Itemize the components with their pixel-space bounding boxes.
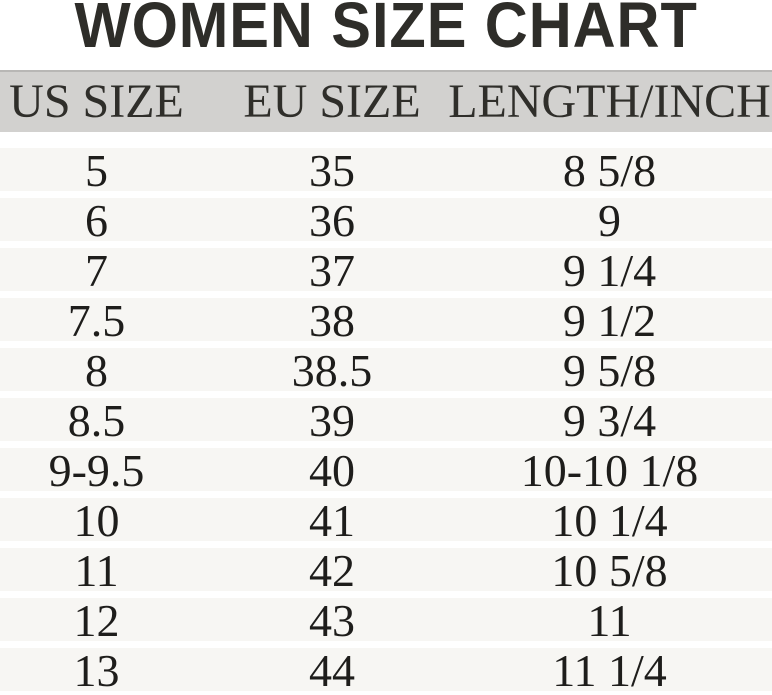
- eu-size-cell: 36: [309, 195, 355, 246]
- table-row: 13 44 11 1/4: [0, 645, 772, 695]
- column-header-length-inch: LENGTH/INCH: [448, 75, 771, 128]
- table-row: 6 36 9: [0, 195, 772, 246]
- table-row: 7 37 9 1/4: [0, 245, 772, 296]
- page-title-text: WOMEN SIZE CHART: [74, 0, 698, 61]
- table-body: 5 35 8 5/8 6 36 9 7 37 9 1/4 7.5 38 9 1/2 8 38.5 9 5/8…: [0, 145, 772, 695]
- column-header-eu-size: EU SIZE: [243, 75, 421, 128]
- table-row: 11 42 10 5/8: [0, 545, 772, 596]
- us-size-cell: 7: [85, 245, 108, 296]
- table-row: 8.5 39 9 3/4: [0, 395, 772, 446]
- table-row: 9-9.5 40 10-10 1/8: [0, 445, 772, 496]
- table-row: 5 35 8 5/8: [0, 145, 772, 196]
- us-size-cell: 12: [73, 595, 120, 646]
- length-inch-cell: 10-10 1/8: [520, 445, 699, 496]
- us-size-cell: 13: [73, 645, 120, 695]
- length-inch-cell: 10 1/4: [551, 495, 668, 546]
- page-title: WOMEN SIZE CHART: [0, 0, 772, 70]
- eu-size-cell: 43: [309, 595, 355, 646]
- length-inch-cell: 9 5/8: [562, 345, 657, 396]
- length-inch-cell: 8 5/8: [562, 145, 657, 196]
- eu-size-cell: 44: [309, 645, 355, 695]
- eu-size-cell: 35: [309, 145, 355, 196]
- us-size-cell: 8.5: [67, 395, 126, 446]
- table-header-row: US SIZE EU SIZE LENGTH/INCH: [0, 70, 772, 132]
- length-inch-cell: 9 1/4: [562, 245, 657, 296]
- column-header-us-size: US SIZE: [9, 75, 184, 128]
- eu-size-cell: 38.5: [291, 345, 373, 396]
- eu-size-cell: 42: [309, 545, 355, 596]
- length-inch-cell: 11 1/4: [552, 645, 667, 695]
- length-inch-cell: 9 3/4: [562, 395, 657, 446]
- us-size-cell: 9-9.5: [48, 445, 145, 496]
- us-size-cell: 7.5: [67, 295, 126, 346]
- eu-size-cell: 38: [309, 295, 355, 346]
- table-row: 10 41 10 1/4: [0, 495, 772, 546]
- table-row: 12 43 11: [0, 595, 772, 646]
- eu-size-cell: 37: [309, 245, 355, 296]
- eu-size-cell: 39: [309, 395, 355, 446]
- length-inch-cell: 9 1/2: [562, 295, 657, 346]
- us-size-cell: 8: [85, 345, 108, 396]
- us-size-cell: 6: [85, 195, 108, 246]
- table-row: 7.5 38 9 1/2: [0, 295, 772, 346]
- length-inch-cell: 9: [598, 195, 621, 246]
- length-inch-cell: 11: [587, 595, 632, 646]
- us-size-cell: 10: [73, 495, 120, 546]
- length-inch-cell: 10 5/8: [551, 545, 668, 596]
- eu-size-cell: 40: [309, 445, 355, 496]
- eu-size-cell: 41: [309, 495, 355, 546]
- us-size-cell: 5: [85, 145, 108, 196]
- table-row: 8 38.5 9 5/8: [0, 345, 772, 396]
- us-size-cell: 11: [74, 545, 119, 596]
